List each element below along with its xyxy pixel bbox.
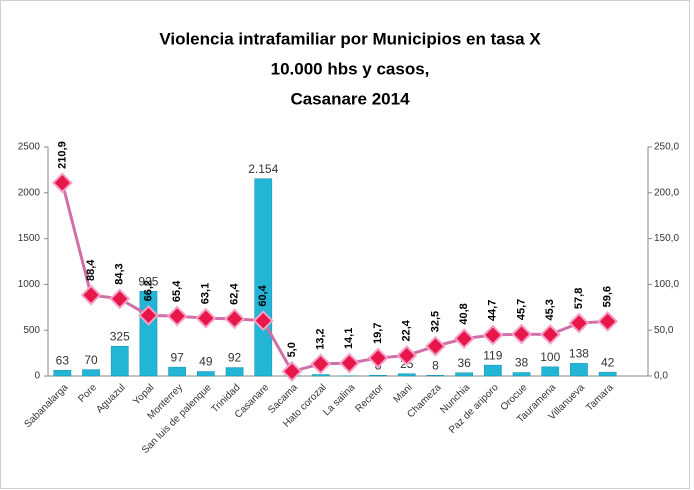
bar	[168, 366, 187, 377]
chart-title: 10.000 hbs y casos,	[271, 59, 430, 78]
bar-value-label: 100	[540, 350, 560, 364]
line-value-label: 19,7	[372, 323, 384, 344]
bar	[311, 374, 330, 377]
bar	[483, 364, 502, 377]
y2-tick-label: 150,0	[654, 233, 679, 244]
line-value-label: 22,4	[401, 319, 413, 341]
y-tick-label: 500	[23, 325, 40, 336]
line-value-label: 66,2	[142, 280, 154, 301]
line-value-label: 14,1	[343, 328, 355, 349]
bar	[570, 363, 588, 377]
bar	[512, 372, 531, 377]
line-marker	[281, 361, 303, 382]
bar-value-label: 38	[515, 356, 529, 370]
y-tick-label: 0	[34, 371, 40, 382]
bar	[369, 375, 387, 377]
y2-tick-label: 250,0	[654, 142, 679, 153]
y2-tick-label: 100,0	[654, 279, 679, 290]
bar-value-label: 8	[432, 358, 439, 372]
line-marker	[511, 323, 532, 345]
line-marker	[453, 328, 475, 350]
bar-value-label: 92	[228, 351, 242, 365]
line-marker	[338, 352, 360, 374]
line-marker	[310, 353, 332, 375]
bar	[110, 345, 129, 377]
bar-value-label: 63	[56, 353, 70, 367]
y-tick-label: 2500	[18, 142, 41, 153]
bar-value-label: 119	[483, 348, 502, 362]
line-marker	[568, 312, 590, 334]
line-value-label: 32,5	[429, 311, 441, 332]
line-marker	[539, 324, 561, 345]
line-marker	[224, 308, 245, 330]
line-marker	[367, 347, 389, 369]
bar	[82, 369, 100, 377]
line-value-label: 210,9	[56, 141, 68, 169]
line-value-label: 44,7	[487, 300, 499, 321]
bar-value-label: 36	[457, 356, 471, 370]
bar-value-label: 42	[601, 355, 615, 369]
line-value-label: 62,4	[228, 283, 240, 305]
bar	[53, 369, 72, 377]
bar	[598, 371, 617, 377]
line-value-label: 45,7	[515, 299, 527, 320]
y-tick-label: 2000	[18, 187, 41, 198]
bar	[254, 178, 273, 377]
bar	[397, 373, 416, 377]
line-value-label: 13,2	[315, 328, 327, 349]
y2-tick-label: 0,0	[654, 371, 668, 382]
line-marker	[138, 304, 159, 326]
bar-value-label: 2.154	[248, 162, 278, 176]
line-marker	[597, 310, 619, 332]
chart-title: Casanare 2014	[290, 89, 410, 108]
line-value-label: 45,3	[544, 299, 556, 320]
bar	[426, 375, 445, 377]
bar-value-label: 325	[110, 329, 130, 343]
line-marker	[252, 310, 274, 332]
line-value-label: 88,4	[85, 259, 97, 281]
line-marker	[109, 288, 131, 310]
bar	[455, 372, 474, 377]
line-marker	[396, 345, 418, 366]
y2-tick-label: 50,0	[654, 325, 674, 336]
line-marker	[80, 284, 102, 306]
line-value-label: 57,8	[573, 288, 585, 309]
bar	[139, 291, 158, 377]
y2-tick-label: 200,0	[654, 187, 679, 198]
bar-value-label: 97	[170, 350, 184, 364]
y-tick-label: 1500	[18, 233, 41, 244]
line-value-label: 40,8	[458, 303, 470, 324]
line-value-label: 84,3	[114, 263, 126, 284]
line-marker	[425, 335, 446, 357]
bar-value-label: 925	[138, 274, 158, 288]
bar-value-label: 70	[84, 353, 98, 367]
y-tick-label: 1000	[18, 279, 41, 290]
bar	[541, 366, 560, 377]
line-marker	[482, 324, 504, 346]
line-value-label: 59,6	[602, 286, 614, 307]
bar-value-label: 138	[569, 347, 589, 361]
bar	[196, 371, 215, 377]
line-value-label: 60,4	[257, 284, 269, 306]
line-marker	[166, 305, 188, 327]
chart-title: Violencia intrafamiliar por Municipios e…	[159, 29, 541, 48]
bar	[225, 367, 244, 377]
line-value-label: 63,1	[200, 283, 212, 304]
line-marker	[51, 172, 73, 194]
bar-value-label: 49	[199, 355, 213, 369]
line-value-label: 65,4	[171, 280, 183, 302]
line-marker	[195, 307, 217, 329]
line-value-label: 5,0	[286, 342, 298, 357]
